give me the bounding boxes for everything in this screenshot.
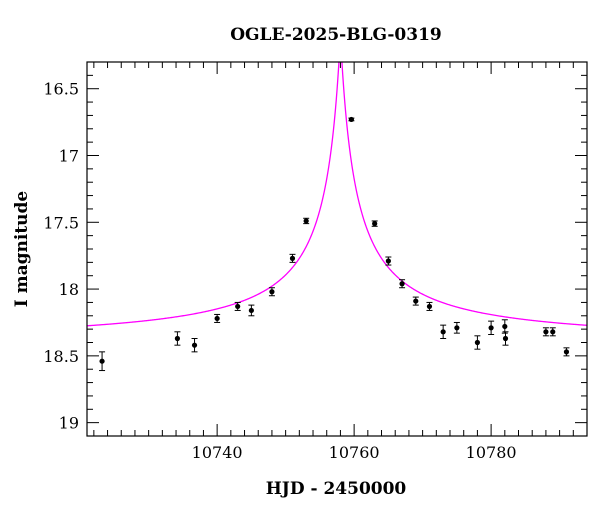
data-point: [191, 342, 198, 348]
y-axis-label: I magnitude: [12, 191, 32, 308]
x-tick-label: 10760: [329, 443, 380, 462]
data-point: [454, 325, 460, 331]
data-point: [289, 255, 296, 261]
data-point: [488, 325, 494, 331]
model-curve-layer: [87, 62, 587, 327]
data-point: [248, 307, 254, 314]
axes-layer: 10740 10760 10780 16.5 17 17.5 18 18.5 19: [43, 61, 588, 462]
x-tick-label: 10780: [466, 443, 517, 462]
y-tick-label: 18: [59, 280, 79, 299]
data-point: [214, 315, 220, 322]
chart-title: OGLE-2025-BLG-0319: [230, 25, 442, 45]
data-point: [563, 349, 570, 355]
data-point: [385, 258, 391, 264]
data-point: [543, 329, 549, 335]
plot-area: 10740 10760 10780 16.5 17 17.5 18 18.5 19: [43, 61, 588, 462]
data-point: [502, 335, 509, 342]
data-point: [269, 289, 275, 295]
y-tick-label: 17.5: [43, 213, 79, 232]
x-tick-label: 10740: [192, 443, 243, 462]
data-points-layer: [99, 116, 570, 372]
plot-frame: [86, 61, 588, 437]
y-tick-label: 16.5: [43, 80, 79, 99]
x-axis-label: HJD - 2450000: [266, 479, 407, 499]
y-tick-label: 17: [59, 147, 79, 166]
data-point: [426, 303, 433, 310]
data-point: [399, 281, 405, 287]
model-curve-line: [87, 62, 587, 327]
y-tick-label: 18.5: [43, 347, 79, 366]
data-point: [348, 116, 354, 123]
data-point: [99, 358, 105, 364]
y-tick-label: 19: [59, 414, 79, 433]
data-point: [502, 323, 508, 330]
data-point: [550, 329, 556, 335]
data-point: [474, 339, 481, 346]
data-point: [174, 335, 181, 342]
data-point: [235, 303, 241, 310]
data-point: [413, 298, 419, 304]
data-point: [372, 221, 378, 227]
data-point: [440, 329, 446, 335]
data-point: [303, 218, 309, 224]
